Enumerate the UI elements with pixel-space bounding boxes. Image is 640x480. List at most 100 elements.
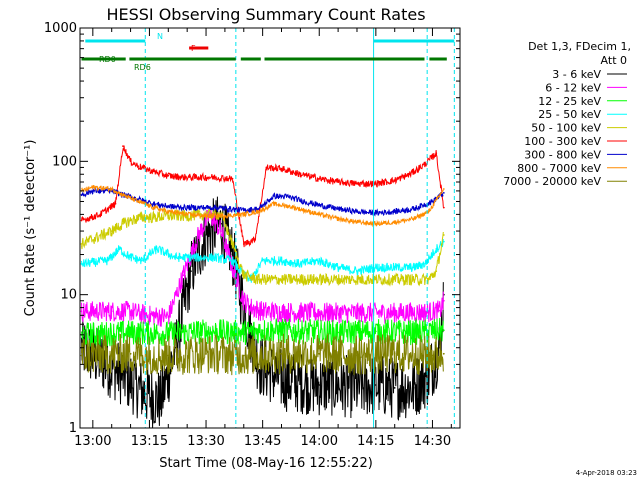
series-6-point <box>182 176 185 179</box>
series-5-point <box>122 222 124 225</box>
y-tick-label: 1000 <box>44 21 77 36</box>
series-7-point <box>91 190 94 192</box>
series-6-point <box>212 176 215 179</box>
series-6-point <box>318 177 321 180</box>
series-line-5 <box>81 208 444 287</box>
series-6-point <box>435 152 438 155</box>
series-8-point <box>318 213 321 216</box>
series-5-point <box>412 278 415 281</box>
series-2-point <box>242 299 245 302</box>
series-5-point <box>231 243 234 245</box>
legend-label: 300 - 800 keV <box>524 148 601 161</box>
series-4-point <box>424 263 426 265</box>
series-2-point <box>393 312 396 314</box>
series-2-point <box>442 299 445 302</box>
series-8-point <box>412 218 415 220</box>
series-8-point <box>91 186 94 189</box>
series-4-point <box>299 263 302 265</box>
series-3-point <box>374 330 377 333</box>
series-2-point <box>182 274 185 277</box>
annotation-label-rd0: RD0 <box>99 55 116 64</box>
series-4-point <box>318 259 321 262</box>
series-7-point <box>152 202 155 205</box>
series-4-point <box>393 266 396 269</box>
legend-label: 3 - 6 keV <box>552 68 601 81</box>
annotation-label-rd6: RD6 <box>134 63 151 72</box>
legend-label: 25 - 50 keV <box>538 108 601 121</box>
series-3-point <box>167 332 170 335</box>
series-6-point <box>197 176 200 179</box>
series-2-point <box>439 309 441 312</box>
series-2-point <box>167 316 170 318</box>
series-line-8 <box>81 184 444 228</box>
series-5-point <box>129 219 132 222</box>
series-7-point <box>442 192 445 194</box>
series-1-point <box>393 387 396 389</box>
series-5-point <box>242 274 245 277</box>
series-2-point <box>80 310 83 313</box>
series-8-point <box>205 215 207 217</box>
series-7-point <box>318 204 321 207</box>
series-9-point <box>318 352 321 355</box>
series-7-point <box>167 205 170 208</box>
series-6-point <box>80 219 83 222</box>
series-7-point <box>197 206 200 209</box>
x-tick-label: 13:15 <box>131 434 168 449</box>
x-axis-label: Start Time (08-May-16 12:55:22) <box>159 456 373 471</box>
series-5-point <box>337 278 339 281</box>
series-9-point <box>280 352 283 355</box>
series-9-point <box>205 352 207 355</box>
series-1-point <box>374 384 377 386</box>
series-8-point <box>427 210 430 213</box>
series-7-point <box>431 200 434 203</box>
series-7-point <box>374 212 377 214</box>
series-4-point <box>412 266 415 269</box>
series-8-point <box>303 209 306 212</box>
series-4-point <box>435 248 438 250</box>
series-6-point <box>408 173 411 176</box>
series-2-point <box>250 306 253 309</box>
series-6-point <box>114 202 117 205</box>
series-1-point <box>231 253 234 256</box>
series-6-point <box>254 238 256 241</box>
series-8-point <box>439 194 441 196</box>
series-8-point <box>110 188 113 190</box>
series-5-point <box>80 243 83 245</box>
series-6-point <box>231 177 234 180</box>
series-1-point <box>205 234 207 236</box>
chart-title: HESSI Observing Summary Count Rates <box>106 5 425 24</box>
series-5-point <box>152 216 155 219</box>
legend-header-line-1: Det 1,3, FDecim 1, <box>528 40 631 53</box>
series-2-point <box>318 312 321 314</box>
series-8-point <box>152 206 155 209</box>
series-2-point <box>280 311 283 313</box>
series-3-point <box>337 331 339 334</box>
series-line-1 <box>81 196 444 428</box>
series-6-point <box>280 167 283 170</box>
series-1-point <box>299 381 302 384</box>
series-6-point <box>137 165 140 168</box>
y-tick-label: 100 <box>52 154 77 169</box>
series-1-point <box>122 374 124 376</box>
series-6-point <box>337 181 339 183</box>
series-4-point <box>174 256 177 259</box>
series-8-point <box>167 210 170 213</box>
series-7-point <box>356 210 358 213</box>
annotation-label-f: F <box>191 44 196 53</box>
legend-header-line-2: Att 0 <box>601 54 627 67</box>
series-8-point <box>122 194 124 196</box>
series-6-point <box>424 163 426 166</box>
series-3-point <box>442 329 445 332</box>
series-4-point <box>156 248 158 250</box>
series-2-point <box>261 310 264 313</box>
series-2-point <box>197 234 200 236</box>
series-6-point <box>242 243 245 245</box>
series-6-point <box>129 160 132 163</box>
series-4-point <box>337 266 339 269</box>
series-6-point <box>374 182 377 185</box>
series-3-point <box>129 331 132 334</box>
y-axis-label: Count Rate (s⁻¹ detector⁻¹) <box>23 140 38 317</box>
series-7-point <box>412 208 415 210</box>
series-1-point <box>427 374 430 376</box>
series-line-9 <box>81 332 444 376</box>
